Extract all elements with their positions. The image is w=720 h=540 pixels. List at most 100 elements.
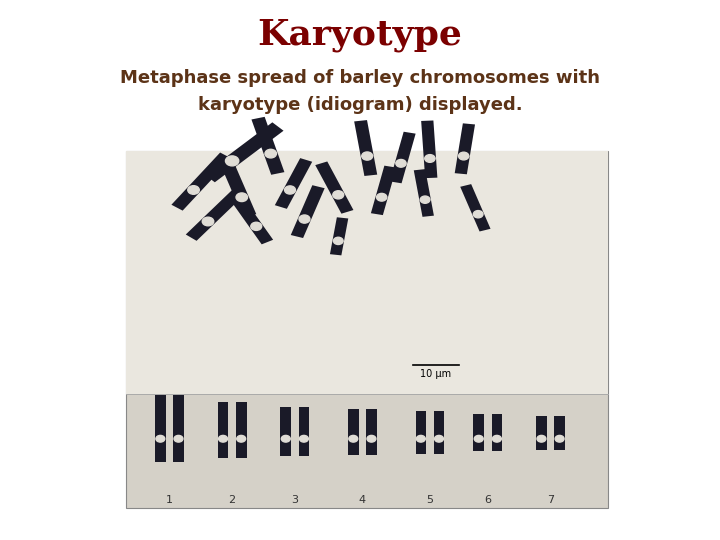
Polygon shape <box>235 195 256 217</box>
Circle shape <box>425 154 435 163</box>
Polygon shape <box>264 152 284 175</box>
Circle shape <box>474 435 483 442</box>
Polygon shape <box>348 409 359 439</box>
Text: 5: 5 <box>426 495 433 505</box>
Polygon shape <box>421 120 436 159</box>
Polygon shape <box>251 117 277 155</box>
Polygon shape <box>492 439 502 451</box>
Polygon shape <box>330 240 344 255</box>
Circle shape <box>202 217 214 226</box>
Circle shape <box>299 215 310 223</box>
Circle shape <box>396 159 406 167</box>
Polygon shape <box>333 217 348 241</box>
Polygon shape <box>376 166 396 198</box>
Polygon shape <box>474 414 484 439</box>
Circle shape <box>236 193 248 201</box>
Circle shape <box>420 196 430 203</box>
Circle shape <box>361 152 373 160</box>
Polygon shape <box>188 152 231 193</box>
Text: karyotype (idiogram) displayed.: karyotype (idiogram) displayed. <box>198 96 522 114</box>
Polygon shape <box>472 213 490 232</box>
Polygon shape <box>217 402 228 439</box>
Circle shape <box>435 435 444 442</box>
Polygon shape <box>299 407 309 439</box>
Bar <box>126 151 608 394</box>
Polygon shape <box>230 195 262 228</box>
Polygon shape <box>204 157 238 183</box>
Polygon shape <box>332 193 354 214</box>
Circle shape <box>459 152 469 160</box>
Polygon shape <box>554 416 565 439</box>
Polygon shape <box>281 439 291 456</box>
Polygon shape <box>361 156 377 176</box>
Text: 6: 6 <box>485 495 491 505</box>
Polygon shape <box>492 414 502 439</box>
Polygon shape <box>419 199 434 217</box>
Text: 4: 4 <box>359 495 366 505</box>
Polygon shape <box>236 439 246 458</box>
Circle shape <box>188 186 199 194</box>
Polygon shape <box>424 158 437 178</box>
Polygon shape <box>371 197 387 215</box>
Polygon shape <box>395 132 415 164</box>
Circle shape <box>377 193 387 201</box>
Bar <box>126 151 608 508</box>
Text: 3: 3 <box>292 495 298 505</box>
Polygon shape <box>174 395 184 439</box>
Polygon shape <box>366 439 377 455</box>
Polygon shape <box>202 188 244 225</box>
Polygon shape <box>536 416 546 439</box>
Circle shape <box>367 435 376 442</box>
Polygon shape <box>414 169 431 200</box>
Text: 1: 1 <box>166 495 173 505</box>
Text: 10 μm: 10 μm <box>420 369 451 380</box>
Circle shape <box>156 435 165 442</box>
Text: Karyotype: Karyotype <box>258 18 462 52</box>
Polygon shape <box>174 439 184 462</box>
Circle shape <box>282 435 290 442</box>
Polygon shape <box>155 439 166 462</box>
Polygon shape <box>236 402 246 439</box>
Polygon shape <box>155 395 166 439</box>
Polygon shape <box>554 439 565 450</box>
Circle shape <box>174 435 183 442</box>
Circle shape <box>537 435 546 442</box>
Polygon shape <box>354 120 374 157</box>
Polygon shape <box>433 439 444 454</box>
Circle shape <box>416 435 426 442</box>
Polygon shape <box>220 162 248 199</box>
Polygon shape <box>171 187 199 211</box>
Polygon shape <box>227 123 284 165</box>
Circle shape <box>251 222 261 231</box>
Polygon shape <box>536 439 546 450</box>
Circle shape <box>284 186 295 194</box>
Polygon shape <box>348 439 359 455</box>
Polygon shape <box>298 185 325 220</box>
Polygon shape <box>474 439 484 451</box>
Polygon shape <box>415 411 426 439</box>
Polygon shape <box>275 188 296 209</box>
Circle shape <box>219 435 228 442</box>
Circle shape <box>349 435 358 442</box>
Text: 7: 7 <box>547 495 554 505</box>
Circle shape <box>237 435 246 442</box>
Circle shape <box>555 435 564 442</box>
Polygon shape <box>455 156 469 174</box>
Circle shape <box>333 237 343 245</box>
Polygon shape <box>217 439 228 458</box>
Polygon shape <box>390 163 407 183</box>
Polygon shape <box>460 184 484 215</box>
Polygon shape <box>284 158 312 192</box>
Polygon shape <box>458 123 475 157</box>
Text: Metaphase spread of barley chromosomes with: Metaphase spread of barley chromosomes w… <box>120 69 600 87</box>
Polygon shape <box>415 439 426 454</box>
Circle shape <box>492 435 501 442</box>
Polygon shape <box>281 407 291 439</box>
Polygon shape <box>299 439 309 456</box>
Circle shape <box>333 191 343 199</box>
Polygon shape <box>433 411 444 439</box>
Circle shape <box>473 211 483 218</box>
Polygon shape <box>251 224 273 244</box>
Polygon shape <box>186 218 213 241</box>
Circle shape <box>265 150 276 158</box>
